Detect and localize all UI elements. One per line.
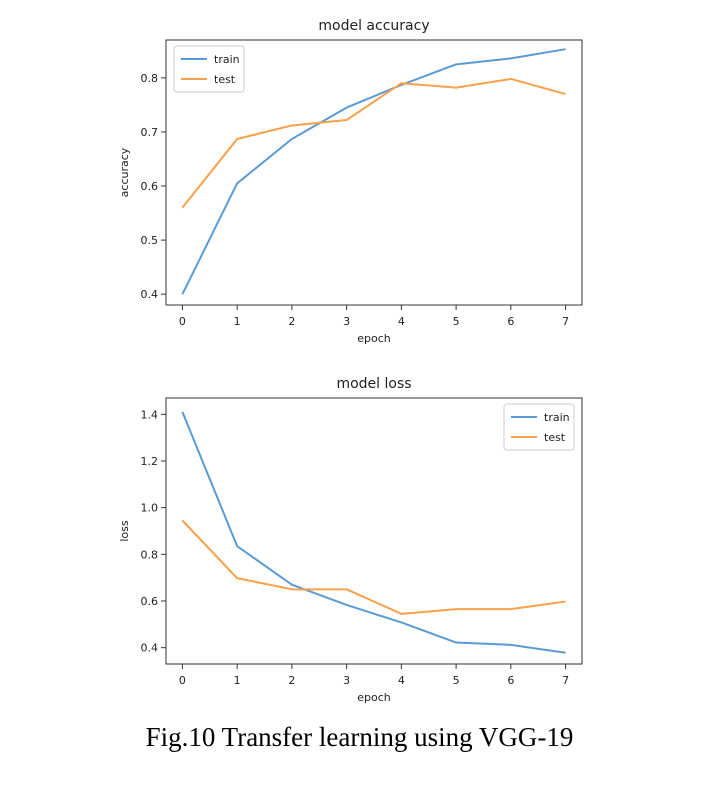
x-tick-label: 3 [343, 315, 350, 328]
chart-title: model accuracy [318, 18, 429, 34]
x-tick-label: 2 [288, 315, 295, 328]
x-tick-label: 4 [398, 674, 405, 687]
x-tick-label: 0 [179, 315, 186, 328]
x-tick-label: 6 [507, 315, 514, 328]
y-tick-label: 0.6 [141, 595, 159, 608]
test-line [181, 519, 566, 615]
train-line [181, 411, 566, 654]
x-tick-label: 1 [234, 315, 241, 328]
y-tick-label: 0.8 [141, 548, 159, 561]
plot-frame [165, 397, 583, 665]
y-axis-label: accuracy [118, 147, 131, 197]
legend-label-train: train [214, 53, 240, 66]
x-tick-label: 5 [453, 315, 460, 328]
y-tick-label: 0.5 [141, 234, 159, 247]
x-tick-label: 5 [453, 674, 460, 687]
test-line [181, 77, 566, 209]
x-tick-label: 6 [507, 674, 514, 687]
y-tick-label: 0.6 [141, 180, 159, 193]
x-tick-label: 2 [288, 674, 295, 687]
x-tick-label: 7 [562, 315, 569, 328]
x-tick-label: 0 [179, 674, 186, 687]
legend: train test [173, 45, 245, 93]
y-tick-label: 0.8 [141, 72, 159, 85]
legend-label-test: test [214, 73, 236, 86]
x-axis-label: epoch [357, 691, 391, 704]
y-tick-label: 0.4 [141, 642, 159, 655]
y-tick-label: 1.4 [141, 408, 159, 421]
y-tick-label: 0.7 [141, 126, 159, 139]
x-tick-label: 4 [398, 315, 405, 328]
legend-box [503, 403, 575, 451]
x-axis-label: epoch [357, 332, 391, 345]
figure-caption: Fig.10 Transfer learning using VGG-19 [145, 722, 574, 752]
legend: train test [503, 403, 575, 451]
train-line [181, 48, 566, 295]
y-tick-label: 1.2 [141, 455, 159, 468]
legend-box [173, 45, 245, 93]
plot-frame [165, 39, 583, 306]
accuracy-chart: model accuracy 0 1 2 3 4 5 6 7 0.4 0.5 0.6 0.7 0.8 epo… [118, 18, 583, 345]
y-axis-label: loss [118, 520, 131, 542]
legend-label-test: test [544, 431, 566, 444]
x-tick-label: 3 [343, 674, 350, 687]
legend-label-train: train [544, 411, 570, 424]
x-tick-label: 7 [562, 674, 569, 687]
x-tick-label: 1 [234, 674, 241, 687]
y-tick-label: 1.0 [141, 502, 159, 515]
y-tick-label: 0.4 [141, 288, 159, 301]
chart-title: model loss [336, 376, 411, 392]
loss-chart: model loss 0 1 2 3 4 5 6 7 0.4 0.6 0.8 1.0 1.2 1.4 epoc… [118, 376, 583, 704]
